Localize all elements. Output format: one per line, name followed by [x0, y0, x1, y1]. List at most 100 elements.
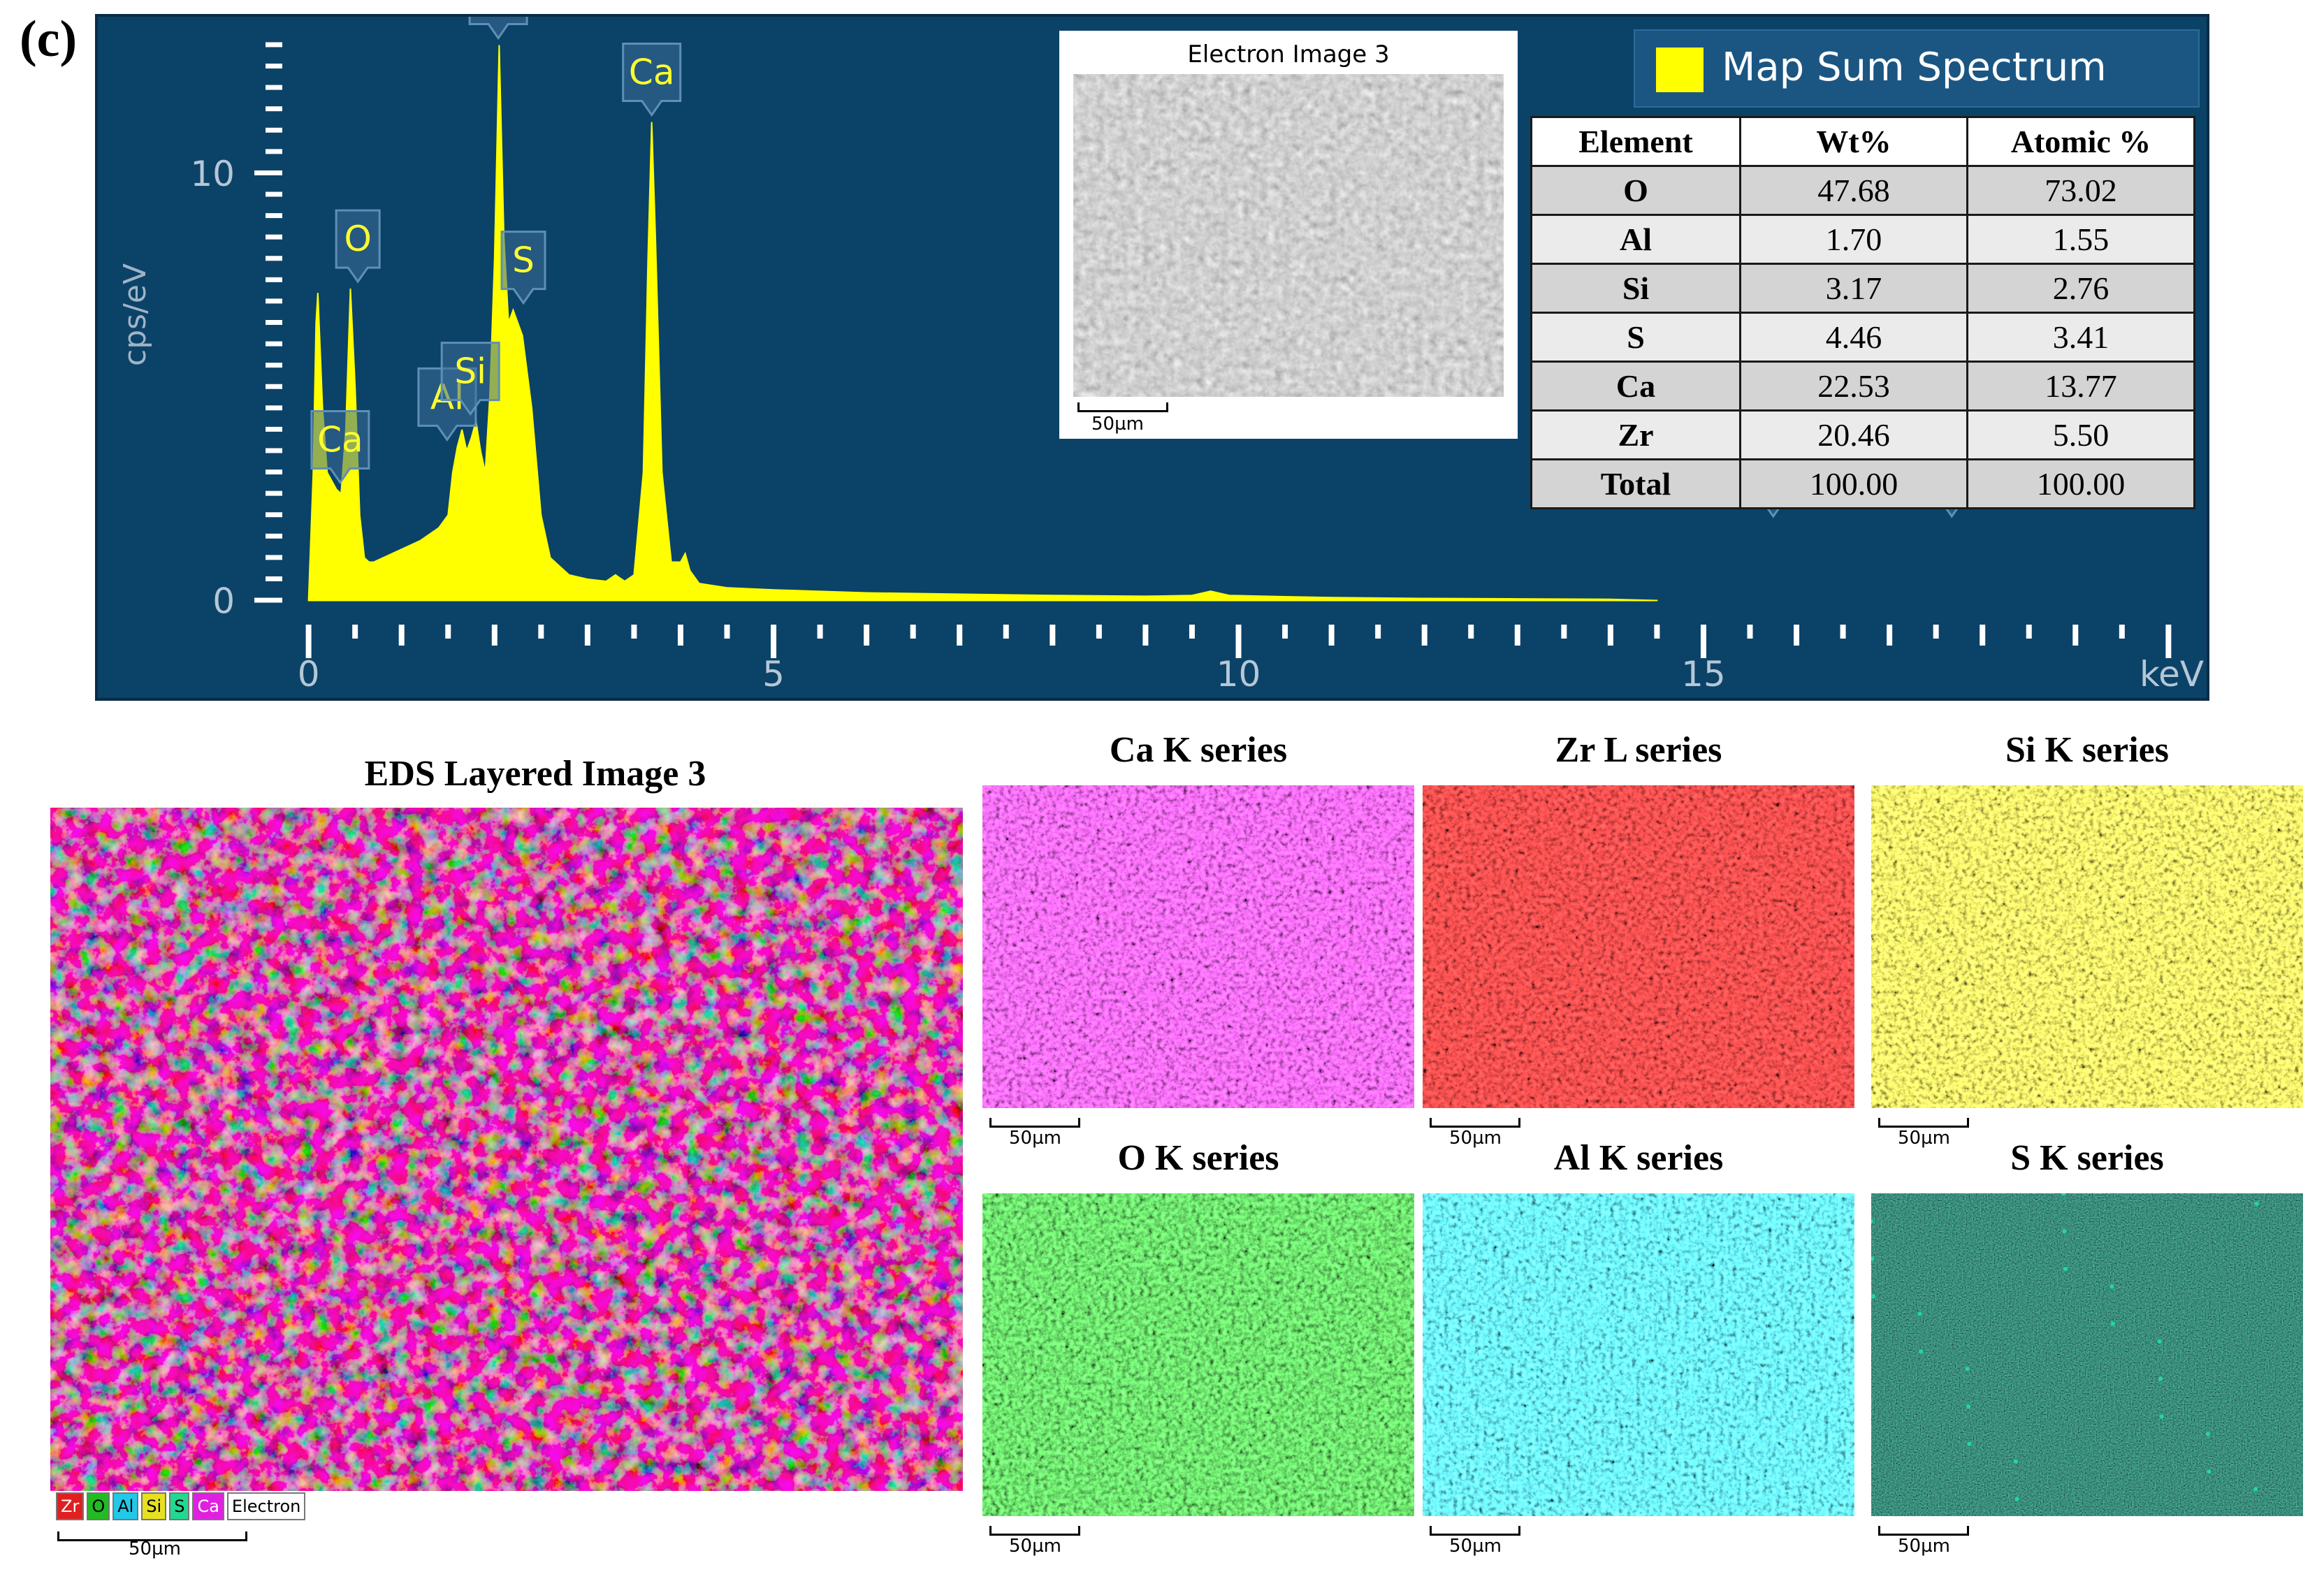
- map-scale-bar: [1878, 1118, 1969, 1128]
- x-tick: [1282, 625, 1288, 639]
- electron-image-title: Electron Image 3: [1187, 41, 1390, 68]
- element-map-zr: [1423, 785, 1854, 1108]
- map-scale-label: 50µm: [1009, 1536, 1061, 1557]
- y-tick: [266, 213, 282, 219]
- legend-chip-al: Al: [112, 1492, 139, 1520]
- y-tick: [266, 490, 282, 496]
- electron-image-inset: Electron Image 3 50µm: [1059, 31, 1518, 439]
- svg-text:S: S: [512, 240, 535, 281]
- cell-atomic: 13.77: [1966, 361, 2195, 412]
- x-tick: [1514, 625, 1520, 646]
- x-tick: [1375, 625, 1381, 639]
- cell-wt: 100.00: [1739, 458, 1968, 509]
- cell-element: Total: [1530, 458, 1741, 509]
- x-tick: [1980, 625, 1986, 646]
- x-tick: [1050, 625, 1056, 646]
- x-tick: [910, 625, 916, 639]
- table-row: Zr 20.46 5.50: [1530, 409, 2195, 460]
- map-title: S K series: [2010, 1138, 2164, 1178]
- peak-label: Ca: [310, 410, 370, 485]
- x-tick: [1561, 625, 1567, 639]
- cell-wt: 22.53: [1739, 361, 1968, 412]
- y-tick: [266, 64, 282, 69]
- cell-atomic: 3.41: [1966, 312, 2195, 363]
- x-tick: [1096, 625, 1102, 639]
- y-tick: [266, 320, 282, 325]
- y-tick: [266, 85, 282, 90]
- cell-atomic: 1.55: [1966, 214, 2195, 265]
- x-tick-label: 0: [298, 654, 320, 694]
- x-tick: [398, 625, 405, 646]
- svg-text:Si: Si: [454, 351, 486, 392]
- map-title: Al K series: [1553, 1138, 1724, 1178]
- x-tick: [1607, 625, 1613, 646]
- y-tick: [266, 405, 282, 411]
- electron-scale-bar: [1077, 402, 1168, 412]
- x-tick: [1189, 625, 1195, 639]
- header-wt: Wt%: [1739, 116, 1968, 167]
- map-scale-bar: [1430, 1526, 1520, 1536]
- layered-image-title: EDS Layered Image 3: [364, 754, 706, 794]
- x-axis: 0 5 10 15: [298, 625, 2172, 694]
- cell-element: O: [1530, 165, 1741, 216]
- legend-chip-si: Si: [141, 1492, 167, 1520]
- x-tick-label: 15: [1681, 654, 1726, 694]
- y-tick: [266, 298, 282, 304]
- peak-label: O: [335, 209, 381, 284]
- legend-chip-s: S: [169, 1492, 190, 1520]
- x-tick: [2026, 625, 2032, 639]
- cell-element: S: [1530, 312, 1741, 363]
- layered-image: [50, 808, 963, 1491]
- y-tick: [266, 106, 282, 112]
- x-tick: [352, 625, 358, 639]
- y-axis: 0 10: [190, 42, 282, 622]
- panel-label: (c): [20, 10, 78, 68]
- table-header-row: Element Wt% Atomic %: [1530, 116, 2195, 167]
- x-tick: [817, 625, 823, 639]
- y-tick: [266, 363, 282, 368]
- legend-chip-o: O: [87, 1492, 110, 1520]
- cell-element: Al: [1530, 214, 1741, 265]
- y-tick: [266, 426, 282, 432]
- x-tick: [538, 625, 544, 639]
- cell-element: Si: [1530, 263, 1741, 314]
- x-axis-title: keV: [2140, 654, 2204, 694]
- svg-text:O: O: [344, 219, 371, 259]
- x-tick: [1654, 625, 1660, 639]
- x-tick: [2072, 625, 2079, 646]
- x-tick: [1328, 625, 1335, 646]
- element-map-o: [982, 1193, 1414, 1516]
- cell-atomic: 5.50: [1966, 409, 2195, 460]
- cell-wt: 3.17: [1739, 263, 1968, 314]
- composition-table: Element Wt% Atomic % O 47.68 73.02 Al 1.…: [1530, 116, 2195, 509]
- table-row: Total 100.00 100.00: [1530, 458, 2195, 509]
- x-tick: [305, 625, 312, 658]
- cell-element: Zr: [1530, 409, 1741, 460]
- x-tick: [1142, 625, 1149, 646]
- legend-swatch: [1656, 48, 1704, 92]
- cell-wt: 4.46: [1739, 312, 1968, 363]
- cell-wt: 1.70: [1739, 214, 1968, 265]
- map-title: O K series: [1117, 1138, 1279, 1178]
- layered-scale-bar: [57, 1531, 247, 1541]
- y-tick: [266, 448, 282, 453]
- x-tick: [677, 625, 683, 646]
- map-scale-label: 50µm: [1898, 1536, 1950, 1557]
- y-tick: [266, 191, 282, 197]
- x-tick: [491, 625, 498, 646]
- x-tick: [2119, 625, 2125, 639]
- x-tick: [631, 625, 637, 639]
- y-tick: [266, 256, 282, 261]
- y-tick: [266, 576, 282, 581]
- x-tick: [1421, 625, 1428, 646]
- x-tick: [864, 625, 870, 646]
- peak-label: Si: [440, 342, 500, 416]
- map-title: Ca K series: [1109, 730, 1288, 770]
- element-map-s: [1871, 1193, 2303, 1516]
- spectrum-area: [307, 45, 1658, 602]
- legend-chip-electron: Electron: [226, 1492, 306, 1520]
- peak-label: Zr: [468, 17, 528, 41]
- x-tick: [1747, 625, 1753, 639]
- element-map-ca: [982, 785, 1414, 1108]
- x-tick: [1235, 625, 1242, 658]
